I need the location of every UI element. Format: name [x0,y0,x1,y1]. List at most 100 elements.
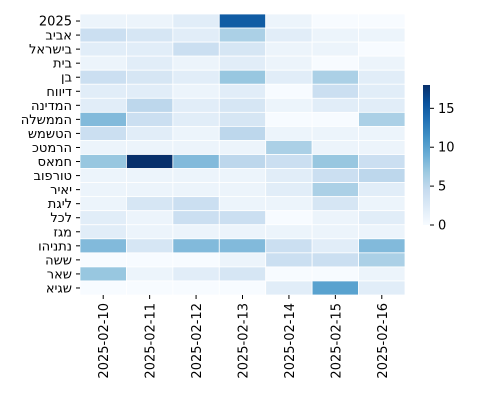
heatmap-cell [126,168,174,184]
heatmap-cell [311,126,359,141]
heatmap-cell [358,154,406,169]
heatmap-cell [126,238,174,254]
heatmap-cell [172,111,220,127]
heatmap-cell [311,154,359,169]
heatmap-cell [79,196,127,212]
heatmap-cell [79,266,127,282]
y-tick-label: ליגת [48,197,72,212]
heatmap-cell [172,13,220,29]
heatmap-cell [126,111,174,127]
heatmap-cell [265,266,313,282]
heatmap-cell [172,154,220,169]
x-tick-label: 2025-02-10 [97,303,112,379]
heatmap-cell [265,154,313,169]
heatmap-cell [79,97,127,113]
heatmap-cell [79,252,127,268]
heatmap-cell [126,41,174,57]
heatmap-cell [311,280,359,296]
heatmap-cell [172,83,220,99]
y-tick-label: טורפוב [34,169,73,184]
heatmap-cell [311,27,359,43]
heatmap-cell [311,210,359,226]
heatmap-cell [126,55,174,71]
heatmap-cell [218,55,267,71]
x-tick-label: 2025-02-12 [190,303,205,379]
heatmap-cell [126,83,174,99]
colorbar-tick-label: 0 [438,219,446,234]
heatmap-cell [311,69,359,85]
heatmap-cell [265,27,313,43]
heatmap-cell [172,224,220,240]
heatmap-cell [311,238,359,254]
heatmap-cell [218,196,267,212]
heatmap-cell [218,97,267,113]
y-tick-label: הממשלה [21,113,72,128]
heatmap-cell [218,27,267,43]
heatmap-cell [265,97,313,113]
heatmap-cell [265,55,313,71]
x-axis-labels: 2025-02-10 2025-02-11 2025-02-12 2025-02-13… [97,295,391,379]
heatmap-cell [172,210,220,226]
y-tick-label: בית [53,57,72,72]
heatmap-cell [126,126,174,141]
y-tick-label: יאיר [50,183,72,198]
y-tick-label: המדינה [31,99,72,114]
heatmap-cell [218,280,267,296]
heatmap-cell [126,13,174,29]
heatmap-cell [172,280,220,296]
heatmap-cell [265,41,313,57]
heatmap-cell [172,126,220,141]
heatmap-cell [79,182,127,198]
colorbar-tick-label: 5 [438,180,446,195]
y-tick-label: לכל [50,211,72,226]
heatmap-cell [218,126,267,141]
heatmap-cell [126,154,174,169]
colorbar-gradient [423,85,430,225]
heatmap-cell [265,210,313,226]
colorbar-tick-label: 10 [438,141,455,156]
heatmap-cell [172,238,220,254]
heatmap-cell [265,168,313,184]
heatmap-cell [265,126,313,141]
heatmap-cell [126,69,174,85]
heatmap-cell [265,140,313,155]
heatmap-cell [358,238,406,254]
heatmap-cell [218,13,267,29]
heatmap-cell [218,238,267,254]
heatmap-cell [218,111,267,127]
heatmap-cell [265,111,313,127]
heatmap-cell [79,55,127,71]
y-tick-label: שאר [47,267,72,282]
heatmap-cell [172,69,220,85]
heatmap-cell [172,41,220,57]
heatmap-cell [172,27,220,43]
heatmap-cell [126,196,174,212]
heatmap-cell [79,69,127,85]
heatmap-cell [218,224,267,240]
heatmap-cell [358,210,406,226]
x-tick-label: 2025-02-14 [283,303,298,379]
heatmap-cell [79,154,127,169]
y-tick-label: מגז [53,225,72,240]
heatmap-cell [358,196,406,212]
y-tick-label: נתניהו [38,239,72,254]
heatmap-cell [126,280,174,296]
heatmap-cell [358,55,406,71]
heatmap-cell [218,140,267,155]
heatmap-cell [311,41,359,57]
y-tick-label: אביב [45,29,72,44]
heatmap-cell [172,252,220,268]
x-tick-label: 2025-02-15 [329,303,344,379]
heatmap-cell [358,27,406,43]
colorbar-tick-label: 15 [438,102,455,117]
heatmap-cell [79,83,127,99]
heatmap-cell [172,182,220,198]
y-tick-label: ששה [45,253,72,268]
heatmap-cell [265,182,313,198]
heatmap-cell [218,69,267,85]
heatmap-cell [79,13,127,29]
heatmap-cell [358,280,406,296]
heatmap-cell [265,13,313,29]
heatmap-cell [126,210,174,226]
